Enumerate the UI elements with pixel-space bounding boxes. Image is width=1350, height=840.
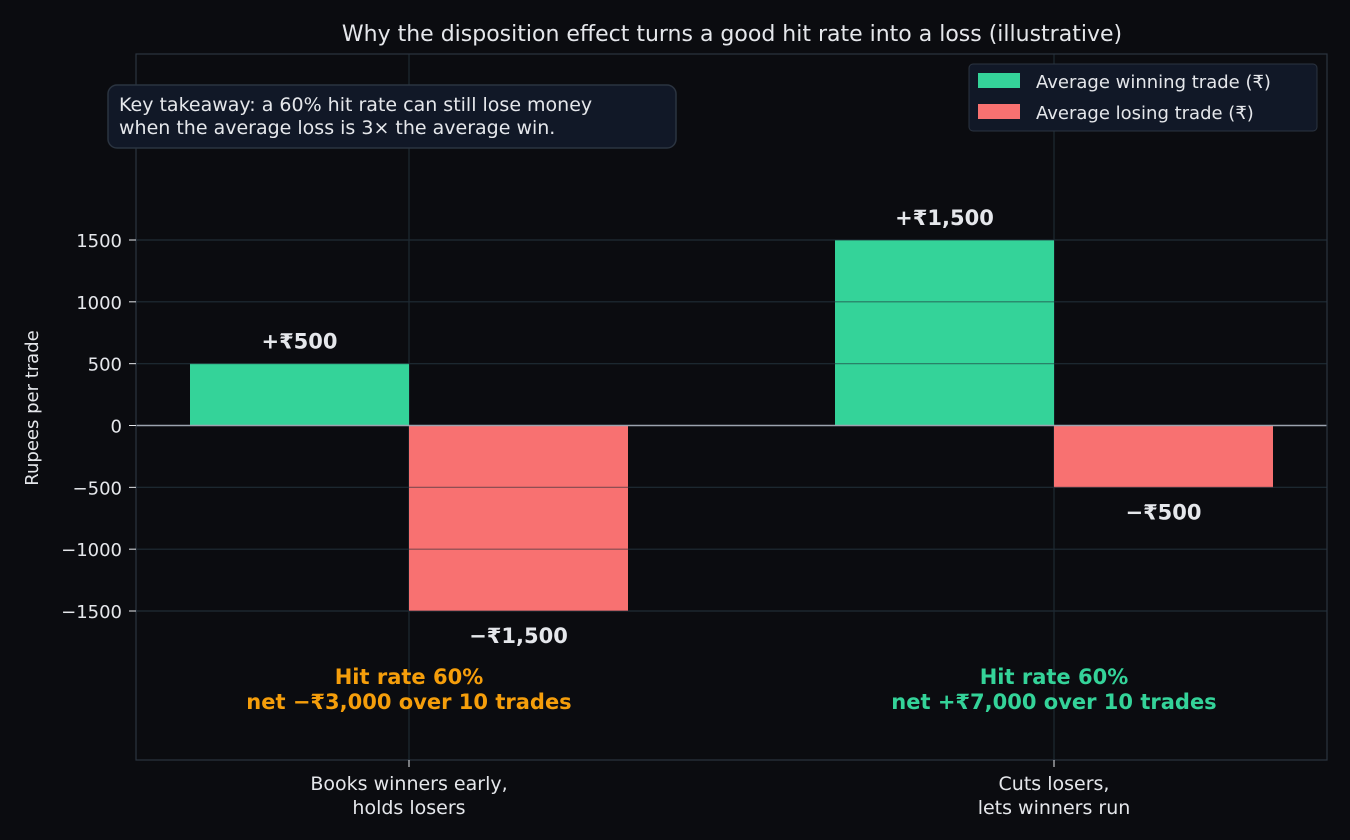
bar-losing	[409, 425, 628, 612]
y-tick-label: 1000	[76, 293, 122, 314]
callout-box: Key takeaway: a 60% hit rate can still l…	[107, 84, 677, 149]
y-axis-label: Rupees per trade	[22, 330, 43, 485]
bar-value-label: −₹500	[1125, 500, 1201, 524]
legend: Average winning trade (₹) Average losing…	[968, 63, 1318, 132]
y-tick-label: 1500	[76, 231, 122, 252]
net-result-annotation: Hit rate 60% net +₹7,000 over 10 trades	[891, 665, 1216, 714]
legend-box	[968, 63, 1318, 132]
overlay-layer: +₹500 +₹1,500 −₹1,500 −₹500 Hit rate 60% net …	[136, 206, 1327, 714]
legend-swatch-winning	[978, 73, 1020, 88]
y-tick-label: −1000	[61, 540, 122, 561]
y-tick-label: −500	[73, 478, 122, 499]
callout-text: Key takeaway: a 60% hit rate can still l…	[119, 94, 592, 139]
y-tick-label: 0	[111, 417, 122, 438]
chart-title: Why the disposition effect turns a good …	[342, 22, 1122, 47]
bar-winning	[835, 239, 1054, 426]
bar-value-label: +₹500	[261, 330, 337, 354]
x-tick-label: Books winners early, holds losers	[310, 773, 507, 819]
legend-label-losing: Average losing trade (₹)	[1036, 103, 1254, 124]
plot-frame	[135, 53, 1328, 761]
x-tick-label: Cuts losers, lets winners run	[978, 773, 1131, 819]
bar-winning	[190, 363, 409, 426]
y-tick-label: −1500	[61, 602, 122, 623]
bars-layer	[190, 239, 1273, 612]
bar-value-label: −₹1,500	[469, 624, 568, 648]
legend-swatch-losing	[978, 104, 1020, 119]
bar-value-label: +₹1,500	[895, 206, 994, 230]
axis-layer: 1500 1000 500 0 −500 −1000 −1500 Books winners …	[61, 231, 1130, 819]
legend-label-winning: Average winning trade (₹)	[1036, 72, 1271, 93]
y-tick-label: 500	[88, 355, 122, 376]
bar-losing	[1054, 425, 1273, 488]
net-result-annotation: Hit rate 60% net −₹3,000 over 10 trades	[246, 665, 571, 714]
